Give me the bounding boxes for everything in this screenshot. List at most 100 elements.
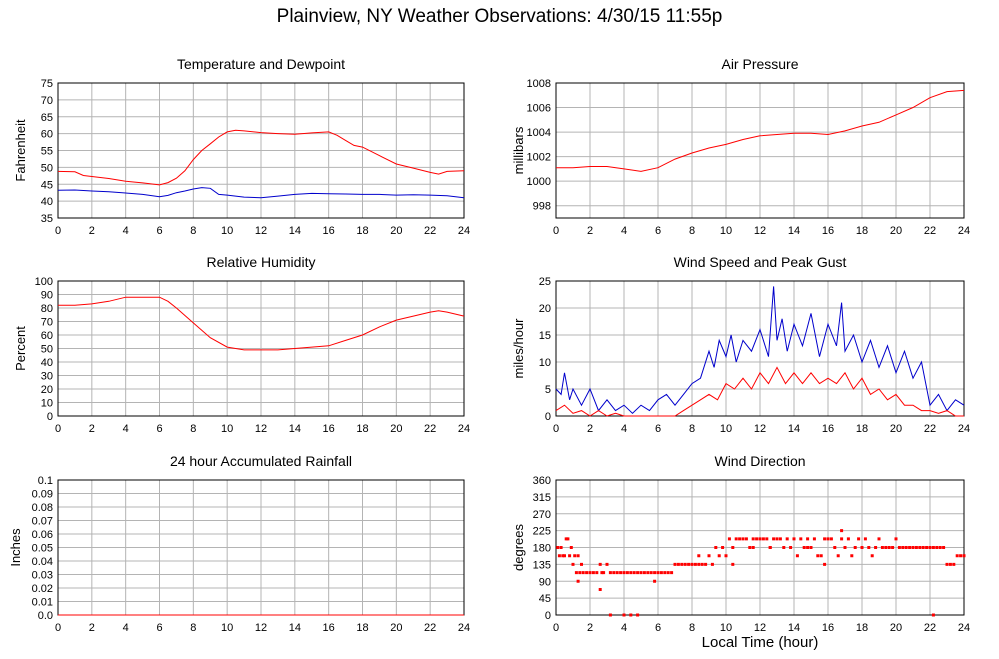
- x-tick-label: 20: [890, 622, 902, 634]
- data-point: [775, 537, 779, 541]
- data-point: [880, 546, 884, 549]
- data-point: [778, 537, 782, 541]
- data-point: [687, 562, 691, 566]
- data-point: [619, 571, 623, 575]
- x-tick-label: 24: [458, 225, 470, 237]
- y-axis-label: millibars: [511, 126, 526, 174]
- x-tick-label: 14: [289, 225, 301, 237]
- y-tick-label: 0.08: [32, 502, 53, 514]
- data-point: [911, 546, 915, 549]
- panel-title: 24 hour Accumulated Rainfall: [170, 453, 352, 469]
- x-tick-label: 14: [788, 225, 800, 237]
- data-point: [734, 537, 738, 541]
- x-tick-label: 22: [924, 225, 936, 237]
- x-tick-label: 20: [890, 225, 902, 237]
- page-title: Plainview, NY Weather Observations: 4/30…: [276, 6, 723, 27]
- data-point: [918, 546, 922, 549]
- data-point: [724, 554, 728, 558]
- y-tick-label: 20: [41, 384, 53, 396]
- data-point: [649, 571, 653, 575]
- y-tick-label: 1000: [527, 176, 551, 188]
- data-point: [585, 571, 589, 575]
- x-tick-label: 14: [788, 423, 800, 435]
- data-point: [731, 546, 735, 549]
- data-point: [833, 546, 837, 549]
- data-point: [806, 537, 810, 541]
- data-point: [962, 554, 966, 558]
- data-point: [931, 613, 935, 617]
- data-point: [608, 613, 612, 617]
- data-point: [795, 554, 799, 558]
- data-point: [857, 537, 861, 541]
- data-point: [559, 546, 563, 549]
- data-point: [569, 546, 573, 549]
- series-line-0: [57, 129, 465, 186]
- plot-frame: [555, 280, 965, 417]
- x-tick-label: 24: [958, 622, 970, 634]
- y-tick-label: 45: [41, 179, 53, 191]
- x-tick-label: 0: [55, 622, 61, 634]
- data-point: [744, 537, 748, 541]
- data-point: [860, 546, 864, 549]
- y-tick-label: 65: [41, 112, 53, 124]
- data-point: [629, 571, 633, 575]
- x-tick-label: 6: [655, 225, 661, 237]
- data-point: [843, 546, 847, 549]
- data-point: [690, 562, 694, 566]
- data-point: [612, 571, 616, 575]
- data-point: [622, 613, 626, 617]
- x-tick-label: 4: [123, 423, 129, 435]
- data-point: [955, 554, 959, 558]
- x-tick-label: 22: [924, 622, 936, 634]
- y-tick-label: 80: [41, 303, 53, 315]
- x-tick-label: 20: [390, 225, 402, 237]
- y-axis-label: Inches: [8, 528, 23, 567]
- data-point: [755, 537, 759, 541]
- data-point: [656, 571, 660, 575]
- plot-frame: [555, 479, 965, 616]
- y-tick-label: 50: [41, 344, 53, 356]
- data-point: [710, 562, 714, 566]
- chart-panel-5: 0 2 4 6 8 10 12 14 16 18 20 22 240459013518022527031…: [511, 453, 970, 634]
- x-tick-label: 22: [924, 423, 936, 435]
- x-tick-label: 8: [190, 622, 196, 634]
- data-point: [561, 554, 565, 558]
- data-point: [819, 554, 823, 558]
- y-tick-label: 0: [545, 610, 551, 622]
- y-tick-label: 1004: [527, 127, 551, 139]
- data-point: [897, 546, 901, 549]
- data-point: [816, 554, 820, 558]
- y-axis-label: Percent: [13, 326, 28, 371]
- data-point: [853, 546, 857, 549]
- x-tick-label: 4: [123, 622, 129, 634]
- y-tick-label: 15: [539, 330, 551, 342]
- x-tick-label: 10: [221, 225, 233, 237]
- y-tick-label: 225: [533, 526, 551, 538]
- data-point: [636, 613, 640, 617]
- data-point: [721, 546, 725, 549]
- data-point: [914, 546, 918, 549]
- data-point: [823, 537, 827, 541]
- data-point: [629, 613, 633, 617]
- data-point: [680, 562, 684, 566]
- data-point: [806, 546, 810, 549]
- data-point: [938, 546, 942, 549]
- x-tick-label: 8: [190, 423, 196, 435]
- data-point: [576, 554, 580, 558]
- x-tick-label: 2: [89, 622, 95, 634]
- data-point: [921, 546, 925, 549]
- y-tick-label: 10: [41, 398, 53, 410]
- data-point: [676, 562, 680, 566]
- y-tick-label: 1002: [527, 152, 551, 164]
- x-tick-label: 22: [424, 225, 436, 237]
- data-point: [836, 554, 840, 558]
- y-tick-label: 70: [41, 317, 53, 329]
- y-axis-label: degrees: [511, 524, 526, 571]
- data-point: [887, 546, 891, 549]
- y-axis-label: miles/hour: [511, 318, 526, 379]
- data-point: [600, 571, 604, 575]
- data-point: [840, 529, 844, 533]
- data-point: [802, 546, 806, 549]
- data-point: [670, 571, 674, 575]
- x-tick-label: 8: [689, 225, 695, 237]
